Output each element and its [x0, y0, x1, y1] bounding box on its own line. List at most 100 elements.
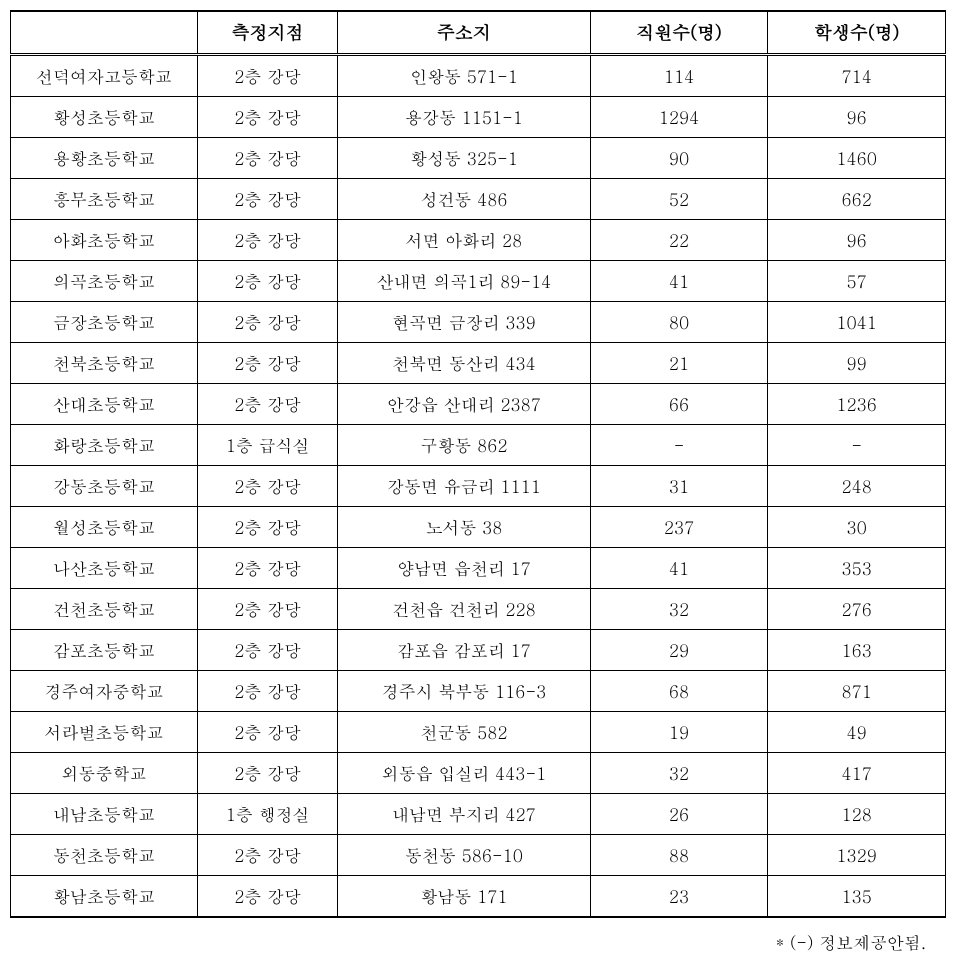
cell-students: 163 [768, 630, 946, 671]
table-row: 의곡초등학교2층 강당산내면 의곡1리 89-144157 [11, 261, 946, 302]
footnote: * (-) 정보제공안됨. [10, 930, 946, 954]
cell-name: 흥무초등학교 [11, 179, 198, 220]
cell-students: 57 [768, 261, 946, 302]
cell-point: 2층 강당 [198, 753, 338, 794]
cell-staff: 1294 [590, 97, 768, 138]
cell-address: 외동읍 입실리 443-1 [338, 753, 590, 794]
cell-address: 경주시 북부동 116-3 [338, 671, 590, 712]
cell-address: 용강동 1151-1 [338, 97, 590, 138]
cell-point: 2층 강당 [198, 835, 338, 876]
cell-name: 감포초등학교 [11, 630, 198, 671]
cell-staff: 32 [590, 589, 768, 630]
cell-students: 353 [768, 548, 946, 589]
cell-staff: 23 [590, 876, 768, 918]
cell-name: 나산초등학교 [11, 548, 198, 589]
table-row: 월성초등학교2층 강당노서동 3823730 [11, 507, 946, 548]
cell-students: 871 [768, 671, 946, 712]
cell-students: 662 [768, 179, 946, 220]
table-row: 건천초등학교2층 강당건천읍 건천리 22832276 [11, 589, 946, 630]
data-table: 측정지점 주소지 직원수(명) 학생수(명) 선덕여자고등학교2층 강당인왕동 … [10, 10, 946, 918]
cell-name: 서라벌초등학교 [11, 712, 198, 753]
cell-students: 1460 [768, 138, 946, 179]
table-row: 산대초등학교2층 강당안강읍 산대리 2387661236 [11, 384, 946, 425]
cell-point: 2층 강당 [198, 548, 338, 589]
table-row: 천북초등학교2층 강당천북면 동산리 4342199 [11, 343, 946, 384]
table-row: 흥무초등학교2층 강당성건동 48652662 [11, 179, 946, 220]
cell-address: 노서동 38 [338, 507, 590, 548]
header-point: 측정지점 [198, 11, 338, 55]
cell-staff: 88 [590, 835, 768, 876]
cell-point: 2층 강당 [198, 466, 338, 507]
cell-name: 강동초등학교 [11, 466, 198, 507]
cell-staff: 66 [590, 384, 768, 425]
table-body: 선덕여자고등학교2층 강당인왕동 571-1114714황성초등학교2층 강당용… [11, 55, 946, 918]
cell-point: 2층 강당 [198, 712, 338, 753]
cell-students: 1041 [768, 302, 946, 343]
cell-students: 714 [768, 55, 946, 97]
table-row: 강동초등학교2층 강당강동면 유금리 111131248 [11, 466, 946, 507]
cell-address: 서면 아화리 28 [338, 220, 590, 261]
table-row: 동천초등학교2층 강당동천동 586-10881329 [11, 835, 946, 876]
cell-address: 현곡면 금장리 339 [338, 302, 590, 343]
cell-address: 건천읍 건천리 228 [338, 589, 590, 630]
cell-students: 135 [768, 876, 946, 918]
cell-point: 2층 강당 [198, 55, 338, 97]
cell-name: 내남초등학교 [11, 794, 198, 835]
cell-staff: 52 [590, 179, 768, 220]
cell-students: - [768, 425, 946, 466]
header-row: 측정지점 주소지 직원수(명) 학생수(명) [11, 11, 946, 55]
header-address: 주소지 [338, 11, 590, 55]
cell-address: 양남면 읍천리 17 [338, 548, 590, 589]
table-row: 나산초등학교2층 강당양남면 읍천리 1741353 [11, 548, 946, 589]
cell-staff: 21 [590, 343, 768, 384]
cell-name: 화랑초등학교 [11, 425, 198, 466]
cell-point: 2층 강당 [198, 302, 338, 343]
cell-name: 황남초등학교 [11, 876, 198, 918]
cell-students: 1236 [768, 384, 946, 425]
table-row: 아화초등학교2층 강당서면 아화리 282296 [11, 220, 946, 261]
cell-staff: 29 [590, 630, 768, 671]
cell-point: 2층 강당 [198, 589, 338, 630]
cell-point: 2층 강당 [198, 630, 338, 671]
cell-address: 산내면 의곡1리 89-14 [338, 261, 590, 302]
cell-point: 2층 강당 [198, 220, 338, 261]
cell-address: 구황동 862 [338, 425, 590, 466]
header-name [11, 11, 198, 55]
cell-address: 내남면 부지리 427 [338, 794, 590, 835]
cell-point: 2층 강당 [198, 261, 338, 302]
cell-staff: 19 [590, 712, 768, 753]
table-row: 황성초등학교2층 강당용강동 1151-1129496 [11, 97, 946, 138]
cell-students: 276 [768, 589, 946, 630]
cell-address: 천군동 582 [338, 712, 590, 753]
cell-staff: 114 [590, 55, 768, 97]
cell-point: 2층 강당 [198, 343, 338, 384]
table-header: 측정지점 주소지 직원수(명) 학생수(명) [11, 11, 946, 55]
cell-staff: 237 [590, 507, 768, 548]
cell-staff: 68 [590, 671, 768, 712]
table-row: 외동중학교2층 강당외동읍 입실리 443-132417 [11, 753, 946, 794]
cell-students: 248 [768, 466, 946, 507]
cell-staff: 41 [590, 548, 768, 589]
cell-address: 동천동 586-10 [338, 835, 590, 876]
table-row: 감포초등학교2층 강당감포읍 감포리 1729163 [11, 630, 946, 671]
cell-students: 30 [768, 507, 946, 548]
table-row: 서라벌초등학교2층 강당천군동 5821949 [11, 712, 946, 753]
cell-students: 96 [768, 97, 946, 138]
cell-name: 용황초등학교 [11, 138, 198, 179]
cell-address: 황남동 171 [338, 876, 590, 918]
cell-name: 금장초등학교 [11, 302, 198, 343]
cell-name: 건천초등학교 [11, 589, 198, 630]
cell-point: 2층 강당 [198, 876, 338, 918]
cell-name: 산대초등학교 [11, 384, 198, 425]
cell-students: 99 [768, 343, 946, 384]
cell-name: 의곡초등학교 [11, 261, 198, 302]
table-row: 선덕여자고등학교2층 강당인왕동 571-1114714 [11, 55, 946, 97]
cell-address: 황성동 325-1 [338, 138, 590, 179]
cell-staff: 31 [590, 466, 768, 507]
header-staff: 직원수(명) [590, 11, 768, 55]
table-row: 경주여자중학교2층 강당경주시 북부동 116-368871 [11, 671, 946, 712]
cell-students: 1329 [768, 835, 946, 876]
cell-name: 선덕여자고등학교 [11, 55, 198, 97]
cell-point: 2층 강당 [198, 138, 338, 179]
cell-staff: 32 [590, 753, 768, 794]
